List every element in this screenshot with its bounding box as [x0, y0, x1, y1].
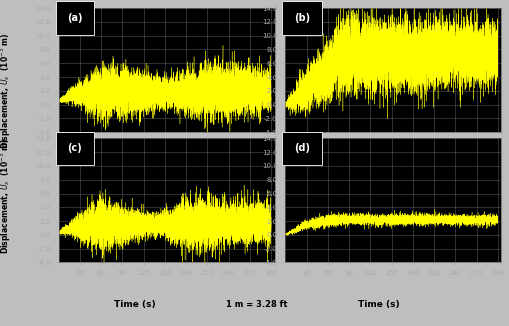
Text: Time (s): Time (s)	[358, 300, 400, 309]
Text: Time (s): Time (s)	[114, 300, 156, 309]
Text: (d): (d)	[294, 143, 310, 153]
Text: (c): (c)	[67, 143, 82, 153]
Text: (b): (b)	[294, 13, 310, 23]
Text: 1 m = 3.28 ft: 1 m = 3.28 ft	[227, 300, 288, 309]
Text: (a): (a)	[67, 13, 82, 23]
Text: Displacement, $U_x$  (10$^{-3}$ m): Displacement, $U_x$ (10$^{-3}$ m)	[0, 138, 13, 254]
Text: Displacement, $U_x$  (10$^{-3}$ m): Displacement, $U_x$ (10$^{-3}$ m)	[0, 33, 13, 149]
